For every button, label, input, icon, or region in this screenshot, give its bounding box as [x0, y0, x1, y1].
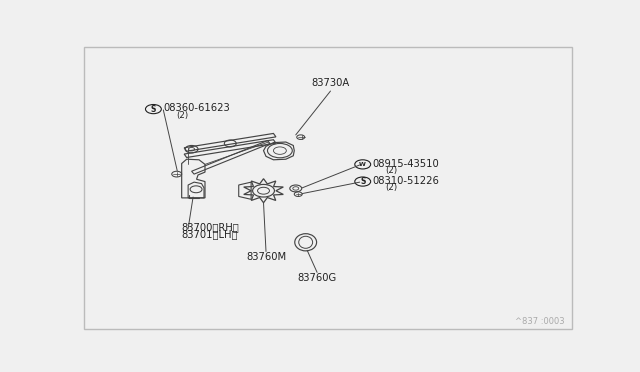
Text: (2): (2)	[385, 183, 397, 192]
Text: (2): (2)	[385, 166, 397, 175]
Text: 83760M: 83760M	[246, 252, 286, 262]
Text: 83760G: 83760G	[298, 273, 337, 283]
Text: ^837 :0003: ^837 :0003	[515, 317, 565, 326]
Text: 83700〈RH〉: 83700〈RH〉	[182, 222, 239, 232]
Text: 83701〈LH〉: 83701〈LH〉	[182, 229, 238, 239]
Text: 08360-61623: 08360-61623	[163, 103, 230, 113]
Text: S: S	[151, 105, 156, 113]
Text: W: W	[359, 162, 366, 167]
Text: 08915-43510: 08915-43510	[372, 158, 440, 169]
Text: 08310-51226: 08310-51226	[372, 176, 440, 186]
Text: (2): (2)	[176, 111, 188, 120]
Text: S: S	[360, 177, 365, 186]
Text: 83730A: 83730A	[311, 78, 349, 88]
